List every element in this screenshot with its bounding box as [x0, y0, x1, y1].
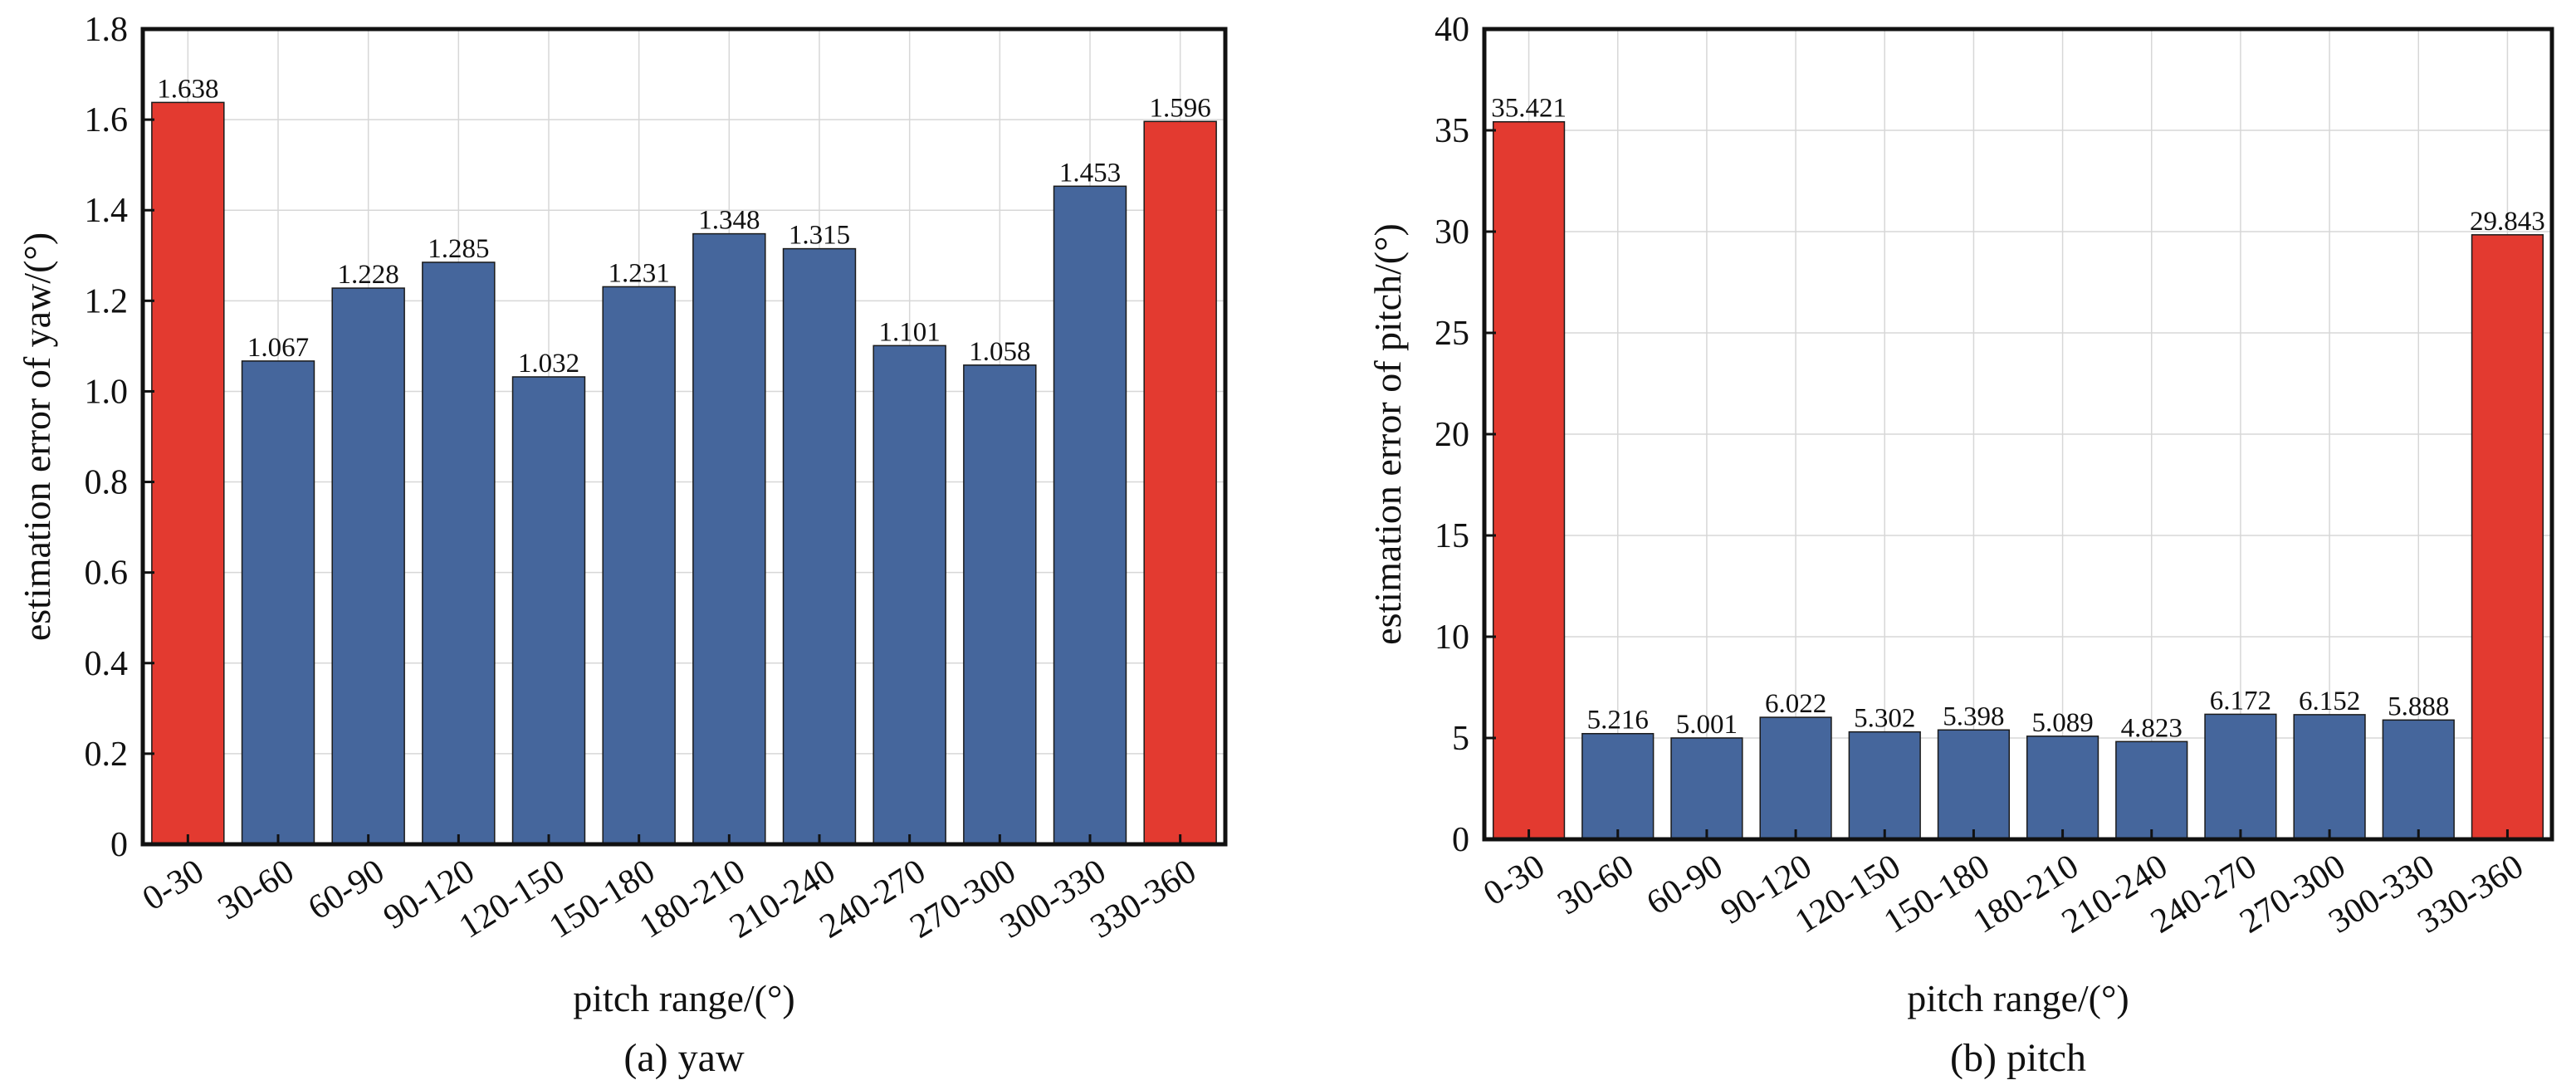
yaw-y-tick-label: 0.4	[85, 645, 129, 683]
yaw-value-label: 1.032	[518, 349, 579, 379]
yaw-x-tick-label: 0-30	[136, 852, 211, 918]
yaw-y-tick-label: 1.4	[85, 192, 129, 230]
pitch-bar-300-330	[2382, 719, 2455, 840]
yaw-value-label: 1.453	[1059, 158, 1121, 188]
pitch-y-tick-label: 15	[1435, 517, 1469, 555]
pitch-value-label: 6.172	[2210, 686, 2271, 716]
pitch-value-label: 35.421	[1491, 94, 1567, 124]
pitch-y-tick-label: 20	[1435, 416, 1469, 454]
pitch-value-label: 29.843	[2470, 207, 2545, 237]
yaw-bar-150-180	[602, 286, 676, 845]
pitch-value-label: 6.152	[2299, 687, 2360, 716]
pitch-y-tick-label: 25	[1435, 315, 1469, 353]
pitch-value-label: 5.398	[1943, 701, 2004, 731]
yaw-x-tick-label: 30-60	[212, 852, 301, 927]
yaw-y-tick-label: 0.8	[85, 464, 129, 502]
yaw-y-tick-label: 1.0	[85, 373, 129, 411]
pitch-y-tick-label: 40	[1435, 11, 1469, 49]
pitch-value-label: 5.001	[1676, 710, 1738, 740]
pitch-bar-120-150	[1848, 731, 1921, 840]
yaw-bar-210-240	[782, 247, 857, 845]
pitch-x-axis-label: pitch range/(°)	[1907, 977, 2129, 1019]
yaw-value-label: 1.228	[338, 260, 399, 290]
pitch-y-tick-label: 35	[1435, 112, 1469, 150]
pitch-caption: (b) pitch	[1950, 1036, 2086, 1080]
yaw-value-label: 1.058	[969, 337, 1030, 367]
yaw-x-tick-label: 330-360	[1084, 852, 1203, 946]
yaw-value-label: 1.231	[609, 258, 670, 288]
yaw-y-tick-label: 1.2	[85, 282, 129, 320]
yaw-y-tick-label: 0.6	[85, 555, 129, 593]
yaw-bar-120-150	[511, 376, 586, 845]
yaw-bar-90-120	[422, 261, 496, 845]
yaw-bar-240-270	[873, 345, 946, 845]
yaw-caption: (a) yaw	[623, 1036, 745, 1080]
pitch-y-tick-label: 5	[1452, 720, 1469, 758]
pitch-value-label: 5.888	[2388, 692, 2449, 721]
pitch-bar-240-270	[2204, 713, 2277, 840]
yaw-bar-330-360	[1143, 120, 1217, 845]
yaw-bar-30-60	[241, 360, 315, 845]
pitch-y-tick-label: 30	[1435, 213, 1469, 252]
yaw-bar-270-300	[963, 364, 1037, 845]
yaw-y-tick-label: 0.2	[85, 736, 129, 774]
yaw-x-axis-label: pitch range/(°)	[573, 977, 794, 1019]
yaw-y-axis-label: estimation error of yaw/(°)	[16, 232, 58, 641]
pitch-bar-60-90	[1670, 737, 1743, 840]
yaw-y-tick-label: 1.6	[85, 101, 129, 139]
yaw-x-tick-label: 60-90	[301, 852, 390, 927]
pitch-bar-330-360	[2471, 234, 2544, 840]
yaw-bar-60-90	[331, 287, 405, 845]
yaw-value-label: 1.596	[1150, 93, 1211, 123]
pitch-x-tick-label: 60-90	[1640, 847, 1729, 922]
chart-yaw: 1.638 1.067 1.228 1.285 1.032 1.231 1.348 1.315…	[16, 11, 1228, 1080]
pitch-x-tick-label: 0-30	[1477, 847, 1552, 913]
pitch-bar-210-240	[2115, 740, 2188, 840]
yaw-plot-frame	[140, 27, 1228, 847]
yaw-value-label: 1.315	[789, 221, 850, 251]
chart-pitch: 35.421 5.216 5.001 6.022 5.302 5.398 5.089 4.82…	[1366, 11, 2554, 1080]
yaw-value-label: 1.638	[157, 74, 218, 104]
pitch-value-label: 4.823	[2121, 713, 2183, 743]
pitch-bar-90-120	[1759, 716, 1832, 840]
yaw-bar-180-210	[692, 232, 766, 845]
pitch-bar-150-180	[1937, 729, 2011, 840]
pitch-bar-180-210	[2026, 736, 2099, 840]
yaw-bar-0-30	[151, 101, 225, 845]
pitch-value-label: 5.216	[1587, 706, 1649, 736]
yaw-y-tick-label: 0	[110, 826, 128, 864]
yaw-y-tick-label: 1.8	[85, 11, 129, 49]
pitch-x-tick-label: 30-60	[1552, 847, 1640, 922]
pitch-bar-30-60	[1581, 732, 1655, 840]
yaw-value-label: 1.101	[879, 317, 941, 347]
pitch-y-tick-label: 10	[1435, 618, 1469, 657]
yaw-value-label: 1.285	[428, 234, 489, 264]
pitch-value-label: 5.089	[2031, 708, 2093, 738]
pitch-y-tick-label: 0	[1452, 821, 1469, 859]
pitch-bar-270-300	[2293, 714, 2366, 840]
pitch-value-label: 5.302	[1854, 704, 1915, 734]
yaw-value-label: 1.067	[247, 333, 309, 363]
yaw-value-label: 1.348	[698, 206, 760, 236]
pitch-value-label: 6.022	[1765, 689, 1826, 719]
yaw-bar-300-330	[1053, 185, 1127, 845]
pitch-y-axis-label: estimation error of pitch/(°)	[1366, 223, 1409, 645]
pitch-bar-0-30	[1492, 120, 1566, 840]
